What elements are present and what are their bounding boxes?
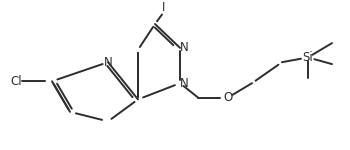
Text: O: O (223, 91, 233, 104)
Text: I: I (162, 2, 165, 15)
Text: Cl: Cl (10, 75, 22, 88)
Text: N: N (104, 56, 112, 69)
Text: N: N (180, 41, 189, 54)
Text: Si: Si (303, 51, 313, 64)
Text: N: N (180, 77, 189, 90)
